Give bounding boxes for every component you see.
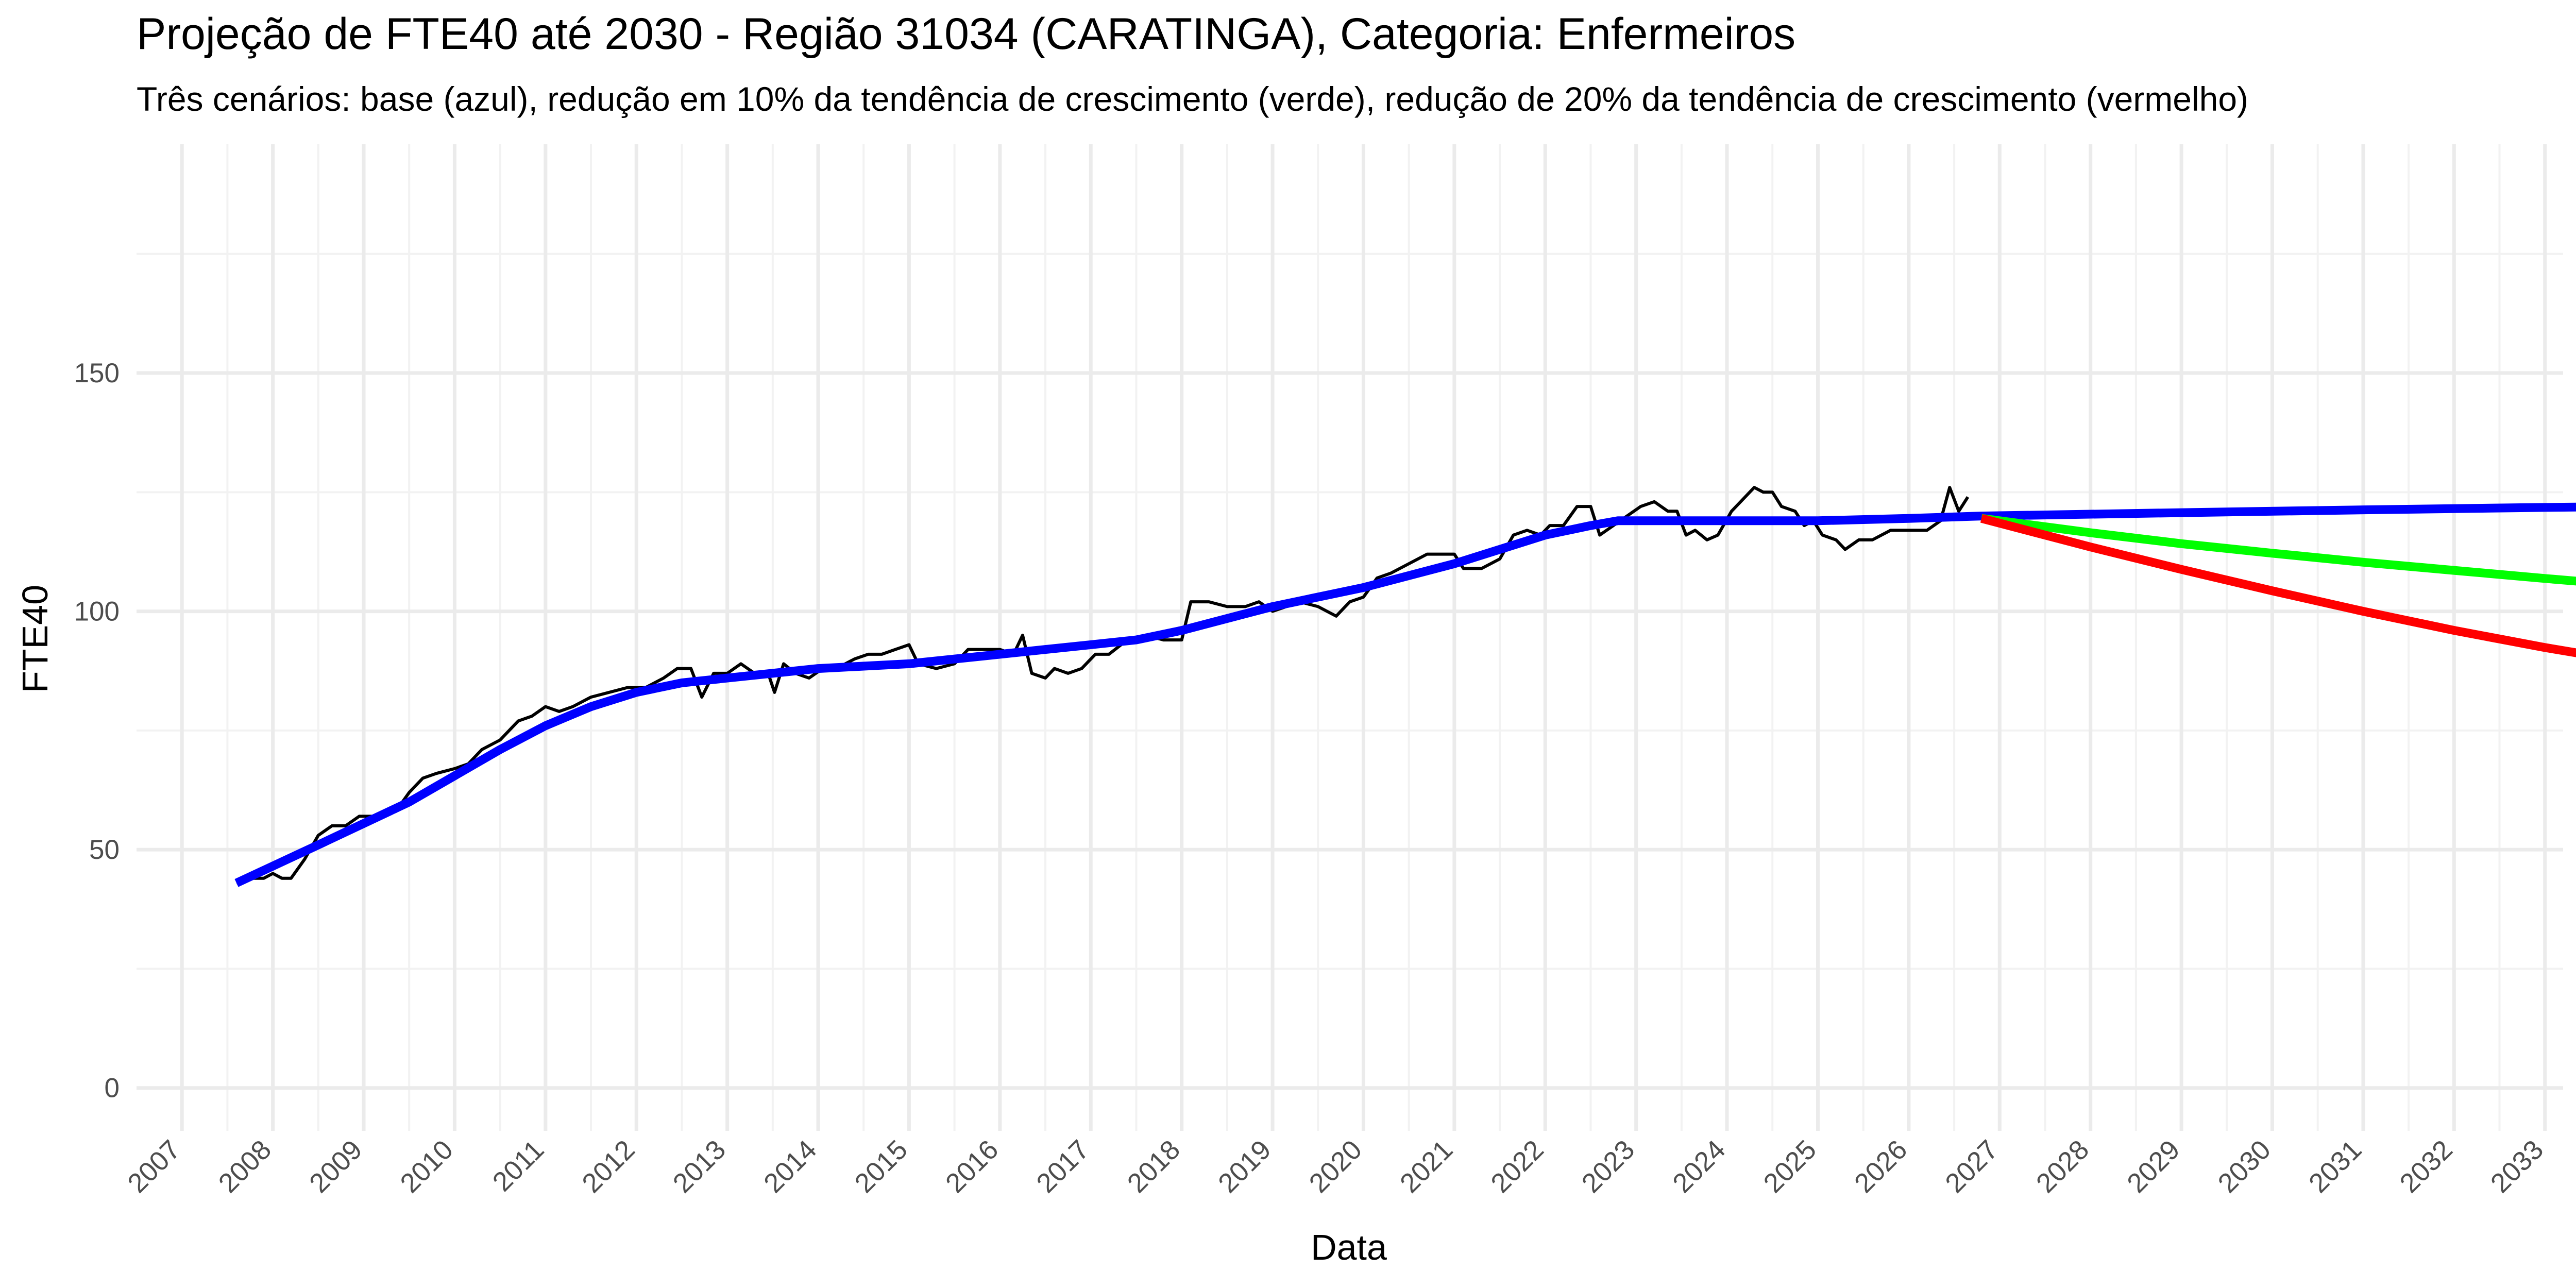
y-tick-label: 100 <box>74 597 120 627</box>
x-tick-label: 2019 <box>1212 1134 1277 1199</box>
x-tick-label: 2008 <box>213 1134 277 1199</box>
x-tick-label: 2017 <box>1031 1134 1095 1199</box>
x-axis-ticks: 2007 2008 2009 2010 2011 2012 2013 2014 2015 2016… <box>122 1134 2550 1199</box>
y-tick-label: 50 <box>89 835 120 865</box>
x-tick-label: 2033 <box>2485 1134 2549 1199</box>
x-tick-label: 2020 <box>1303 1134 1368 1199</box>
series-line-1 <box>234 502 2576 887</box>
series-line-3 <box>1980 514 2576 657</box>
x-tick-label: 2028 <box>2030 1134 2095 1199</box>
x-tick-label: 2018 <box>1122 1134 1186 1199</box>
x-tick-label: 2014 <box>758 1134 822 1199</box>
x-tick-label: 2029 <box>2121 1134 2185 1199</box>
chart-subtitle: Três cenários: base (azul), redução em 1… <box>137 80 2248 118</box>
x-tick-label: 2007 <box>122 1134 187 1199</box>
x-tick-label: 2013 <box>667 1134 732 1199</box>
y-axis-label: FTE40 <box>15 585 55 693</box>
x-tick-label: 2024 <box>1667 1134 1731 1199</box>
x-tick-label: 2031 <box>2303 1134 2367 1199</box>
y-tick-label: 150 <box>74 358 120 388</box>
x-tick-label: 2032 <box>2394 1134 2459 1199</box>
series-line-0 <box>236 486 1970 885</box>
x-tick-label: 2010 <box>395 1134 459 1199</box>
x-tick-label: 2011 <box>487 1134 550 1197</box>
x-tick-label: 2025 <box>1758 1134 1822 1199</box>
x-tick-label: 2022 <box>1485 1134 1550 1199</box>
x-tick-label: 2012 <box>577 1134 641 1199</box>
x-tick-label: 2016 <box>940 1134 1004 1199</box>
series-lines <box>234 486 2576 887</box>
x-tick-label: 2015 <box>849 1134 913 1199</box>
x-tick-label: 2027 <box>1940 1134 2004 1199</box>
x-axis-label: Data <box>1311 1227 1387 1267</box>
x-tick-label: 2023 <box>1576 1134 1640 1199</box>
series-line-2 <box>1980 514 2576 586</box>
plot-panel <box>137 144 2576 1131</box>
gridlines <box>137 144 2563 1131</box>
y-tick-label: 0 <box>105 1073 120 1104</box>
chart-title: Projeção de FTE40 até 2030 - Região 3103… <box>137 9 1795 59</box>
x-tick-label: 2026 <box>1849 1134 1913 1199</box>
y-axis-ticks: 0 50 100 150 <box>74 358 120 1104</box>
x-tick-label: 2009 <box>303 1134 368 1199</box>
x-tick-label: 2021 <box>1394 1134 1459 1199</box>
x-tick-label: 2030 <box>2212 1134 2277 1199</box>
